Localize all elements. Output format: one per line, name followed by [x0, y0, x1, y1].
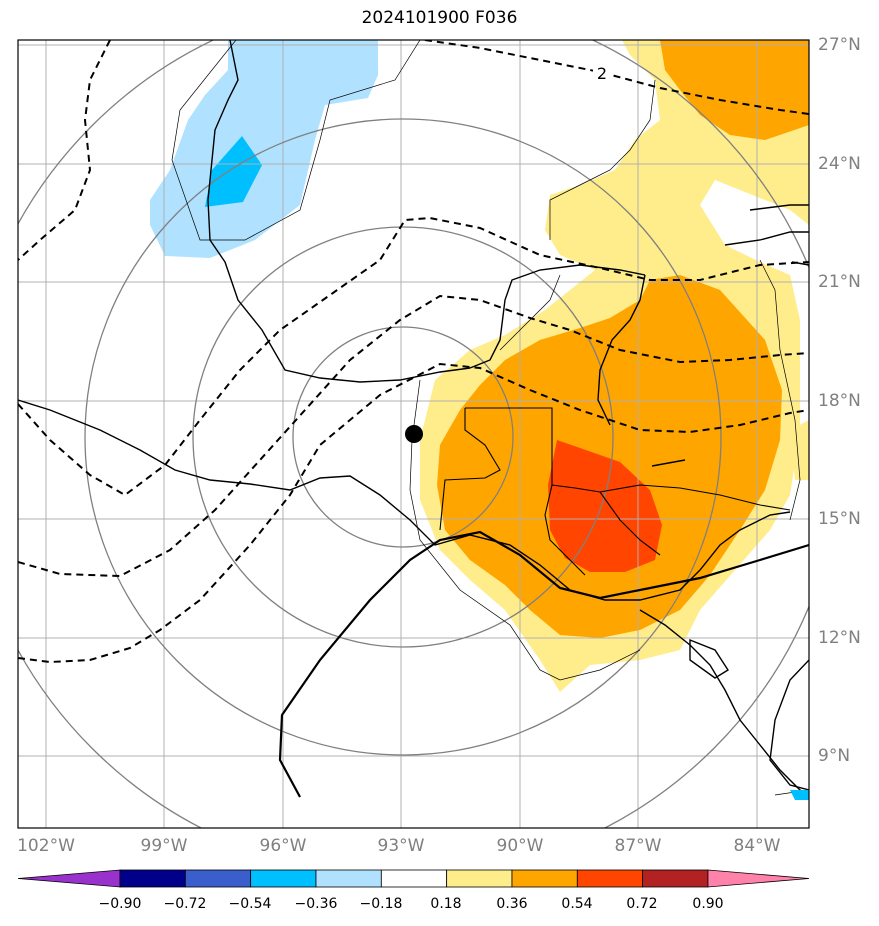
colorbar-tick-label: −0.72 [163, 896, 207, 912]
storm-center-marker [405, 425, 423, 443]
colorbar-segment [576, 869, 644, 888]
lat-label-21n: 21°N [818, 272, 861, 292]
colorbar-extend-left [17, 869, 121, 888]
lat-label-12n: 12°N [818, 628, 861, 648]
colorbar-tick-label: −0.18 [359, 896, 403, 912]
lat-label-9n: 9°N [818, 746, 851, 766]
colorbar-segment [250, 869, 317, 888]
colorbar-segment [511, 869, 578, 888]
shaded-field-light-blue [150, 40, 378, 258]
dashed-contours [18, 40, 809, 664]
colorbar-tick-label: −0.36 [294, 896, 338, 912]
lat-label-27n: 27°N [818, 35, 861, 55]
range-rings [18, 40, 809, 828]
colorbar-tick-label: −0.90 [98, 896, 142, 912]
lat-label-15n: 15°N [818, 509, 861, 529]
map-frame [17, 39, 810, 829]
borders [439, 407, 791, 576]
colorbar-segment [315, 869, 382, 888]
shaded-field-deep-sky-blue [205, 136, 262, 207]
colorbar-segment [184, 869, 252, 888]
contour-label: 2 [597, 64, 607, 83]
track-line [278, 530, 809, 798]
lon-label-93w: 93°W [377, 836, 425, 856]
map-plot-area: 2 [18, 40, 809, 828]
colorbar-tick-label: 0.36 [496, 896, 528, 912]
colorbar-segment [642, 869, 709, 888]
coastlines [18, 40, 809, 796]
colorbar-tick-label: 0.90 [692, 896, 724, 912]
lon-label-84w: 84°W [733, 836, 781, 856]
shaded-field-orange [437, 40, 809, 638]
colorbar-tick-label: 0.54 [561, 896, 593, 912]
shaded-field-orange-red [548, 440, 662, 572]
colorbar-segment [380, 869, 448, 888]
lon-label-96w: 96°W [259, 836, 307, 856]
colorbar-tick-label: 0.72 [626, 896, 658, 912]
lat-label-24n: 24°N [818, 154, 861, 174]
colorbar [17, 869, 810, 888]
colorbar-extend-right [707, 869, 810, 888]
colorbar-tick-label: 0.18 [430, 896, 462, 912]
colorbar-segment [119, 869, 186, 888]
colorbar-tick-label: −0.54 [228, 896, 272, 912]
colorbar-segment [446, 869, 513, 888]
lon-label-99w: 99°W [140, 836, 188, 856]
lon-label-87w: 87°W [614, 836, 662, 856]
lat-label-18n: 18°N [818, 391, 861, 411]
lon-label-102w: 102°W [17, 836, 75, 856]
lon-label-90w: 90°W [496, 836, 544, 856]
map-title: 2024101900 F036 [361, 8, 518, 28]
thin-outline [171, 40, 809, 796]
